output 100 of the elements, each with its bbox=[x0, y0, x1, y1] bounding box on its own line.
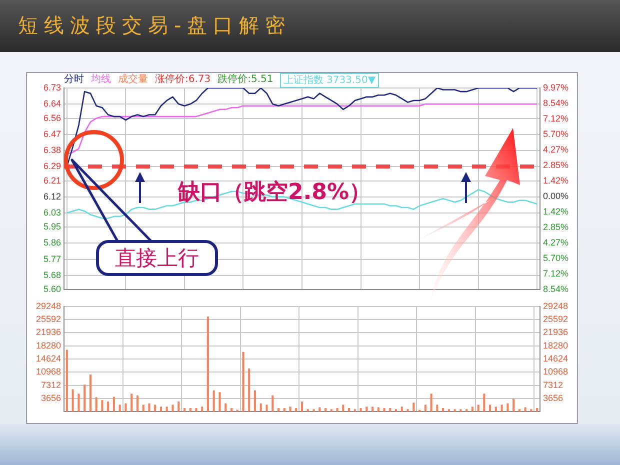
y-tick-label: 3656 bbox=[40, 392, 61, 403]
bar bbox=[166, 406, 168, 412]
y2-tick-label: 2.85% bbox=[543, 222, 569, 232]
bar bbox=[206, 316, 210, 412]
bar bbox=[112, 396, 115, 412]
y2-tick-label: 1.42% bbox=[543, 176, 569, 186]
bar bbox=[178, 402, 180, 412]
bar bbox=[500, 404, 503, 412]
bar bbox=[371, 406, 374, 412]
y-tick-label: 14624 bbox=[36, 353, 61, 364]
y-tick-label: 29248 bbox=[36, 300, 61, 311]
bar bbox=[366, 406, 368, 412]
y-tick-label: 5.68 bbox=[43, 270, 61, 280]
bar bbox=[506, 403, 509, 412]
text: 成交量 bbox=[118, 73, 148, 87]
y2-tick-label: 9.97% bbox=[543, 82, 569, 92]
bar bbox=[460, 409, 462, 412]
bar bbox=[466, 409, 468, 412]
y2-tick-label: 7.12% bbox=[543, 268, 569, 279]
annotation: 直接上行 bbox=[96, 240, 218, 276]
y2-tick-label: 8.54% bbox=[543, 284, 569, 294]
bar bbox=[154, 404, 156, 412]
bar bbox=[494, 406, 497, 412]
y2-tick-label: 3656 bbox=[543, 392, 564, 403]
y2-tick-label: 10968 bbox=[543, 366, 568, 377]
y-tick-label: 5.60 bbox=[43, 284, 61, 294]
bar bbox=[89, 374, 92, 412]
bar bbox=[277, 408, 280, 412]
y-tick-label: 5.77 bbox=[43, 254, 61, 264]
chart-title: 短线波段交易-盘口解密 bbox=[18, 12, 292, 39]
bar bbox=[189, 408, 192, 412]
bar bbox=[266, 404, 268, 412]
bar bbox=[136, 395, 138, 412]
bar bbox=[324, 408, 327, 412]
y2-tick-label: 7312 bbox=[543, 380, 564, 390]
bar bbox=[242, 352, 244, 412]
bar bbox=[306, 409, 309, 412]
bar bbox=[436, 404, 438, 412]
y2-tick-label: 2.85% bbox=[543, 160, 569, 170]
y-tick-label: 5.95 bbox=[43, 222, 61, 232]
y-tick-label: 7312 bbox=[40, 380, 61, 390]
y2-tick-label: 14624 bbox=[543, 353, 568, 364]
bar bbox=[360, 408, 362, 412]
y2-tick-label: 0.00% bbox=[543, 191, 569, 202]
bar bbox=[66, 350, 68, 412]
y2-tick-label: 7.12% bbox=[543, 114, 569, 124]
bar bbox=[124, 403, 127, 412]
y2-tick-label: 25592 bbox=[543, 314, 568, 324]
y2-tick-label: 5.70% bbox=[543, 253, 569, 264]
y2-tick-label: 5.70% bbox=[543, 128, 569, 139]
bar bbox=[195, 408, 198, 412]
bar bbox=[295, 408, 298, 412]
y2-tick-label: 8.54% bbox=[543, 98, 569, 108]
bar bbox=[172, 404, 174, 412]
y-tick-label: 6.64 bbox=[43, 98, 61, 109]
bar bbox=[383, 408, 386, 412]
bar bbox=[406, 409, 409, 412]
bar bbox=[394, 409, 398, 412]
bar bbox=[483, 394, 486, 412]
bar bbox=[283, 408, 286, 412]
y2-tick-label: 4.27% bbox=[543, 238, 569, 248]
bar bbox=[218, 392, 221, 412]
bar bbox=[489, 404, 492, 412]
series-label: 分时 bbox=[64, 73, 84, 87]
bar bbox=[348, 408, 350, 412]
y2-tick-label: 21936 bbox=[543, 327, 568, 338]
y-tick-label: 6.12 bbox=[43, 191, 61, 202]
bar bbox=[518, 409, 520, 412]
bar bbox=[448, 409, 450, 412]
bar bbox=[201, 406, 204, 412]
bar bbox=[512, 398, 515, 412]
bar bbox=[230, 408, 233, 412]
y-tick-label: 6.29 bbox=[43, 160, 61, 171]
text: 均线 bbox=[91, 73, 111, 87]
bar bbox=[354, 409, 356, 412]
bar bbox=[78, 394, 80, 412]
bar bbox=[336, 408, 338, 412]
y2-tick-label: 18280 bbox=[543, 340, 568, 350]
bar bbox=[254, 390, 256, 412]
bar bbox=[224, 403, 227, 412]
bar bbox=[530, 409, 532, 412]
bar bbox=[130, 394, 133, 412]
bar bbox=[107, 402, 110, 412]
bar bbox=[430, 394, 432, 412]
bar bbox=[84, 384, 86, 412]
y2-tick-label: 4.27% bbox=[543, 144, 569, 155]
y-tick-label: 25592 bbox=[36, 314, 61, 324]
bar bbox=[400, 406, 403, 412]
bar bbox=[389, 408, 392, 412]
y-tick-label: 6.21 bbox=[43, 175, 61, 186]
bar bbox=[442, 408, 444, 412]
bar bbox=[330, 409, 332, 412]
bar bbox=[312, 409, 315, 412]
y2-tick-label: 1.42% bbox=[543, 206, 569, 217]
bar bbox=[260, 403, 262, 412]
text: 3733.50▼ bbox=[326, 75, 376, 86]
bar bbox=[342, 404, 344, 412]
y-tick-label: 6.73 bbox=[43, 82, 61, 92]
bar bbox=[95, 397, 98, 412]
bar bbox=[118, 404, 121, 412]
